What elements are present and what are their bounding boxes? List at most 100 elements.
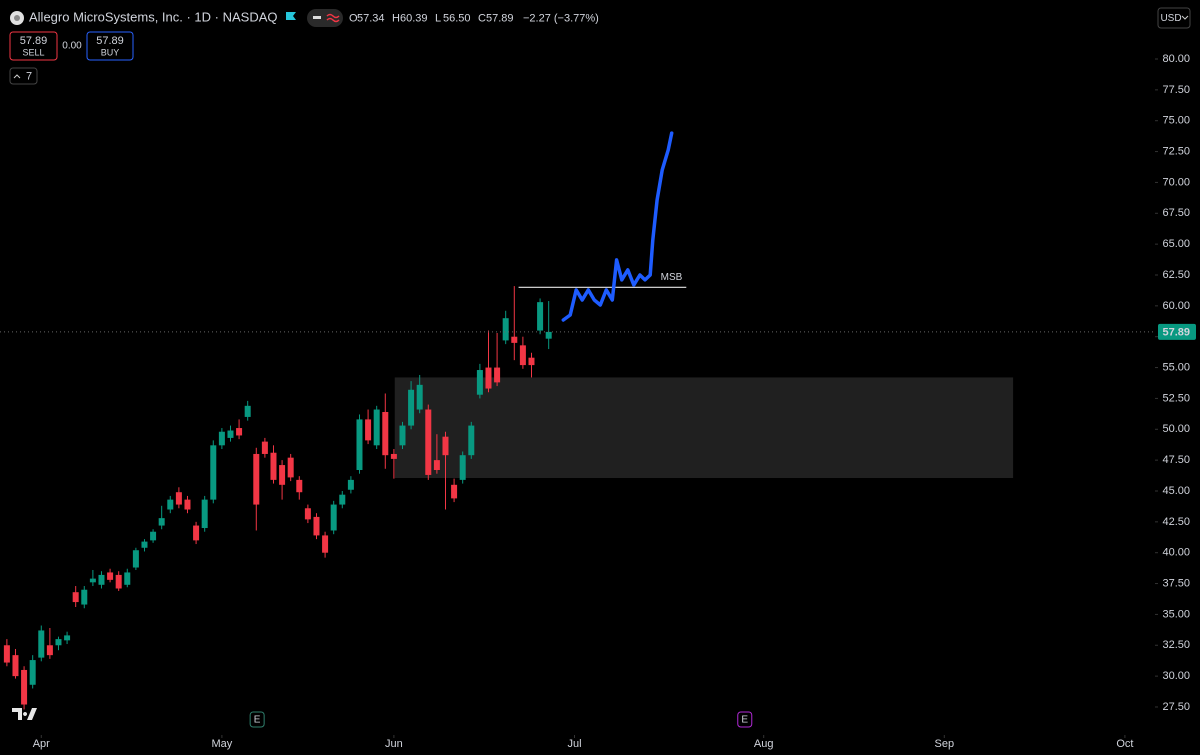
buy-price: 57.89: [96, 35, 124, 47]
candle-body: [150, 531, 157, 541]
ohlc-value: 60.39: [400, 12, 428, 24]
candle-body: [322, 535, 329, 553]
currency-dropdown[interactable]: [1157, 7, 1191, 29]
y-tick-label: 65.00: [1162, 238, 1190, 250]
ohlc-label: C: [478, 12, 486, 24]
y-tick-label: 77.50: [1162, 84, 1190, 96]
candle-body: [373, 409, 380, 446]
y-tick-label: 80.00: [1162, 53, 1190, 65]
candle-body: [416, 384, 423, 410]
candle-body: [184, 499, 191, 510]
candle-body: [304, 508, 311, 520]
candle-body: [21, 669, 28, 705]
y-tick-label: 67.50: [1162, 207, 1190, 219]
candle-body: [468, 425, 475, 456]
candle-body: [485, 367, 492, 389]
y-tick-label: 37.50: [1162, 577, 1190, 589]
candle-body: [502, 318, 509, 341]
candle-body: [29, 660, 36, 685]
last-price-label: 57.89: [1162, 326, 1190, 338]
candle-body: [3, 645, 10, 663]
y-tick-label: 30.00: [1162, 670, 1190, 682]
y-tick-label: 27.50: [1162, 701, 1190, 713]
candle-body: [459, 455, 466, 480]
symbol-title: Allegro MicroSystems, Inc. · 1D · NASDAQ: [29, 9, 278, 24]
candle-body: [442, 436, 449, 456]
y-tick-label: 42.50: [1162, 516, 1190, 528]
candle-body: [287, 457, 294, 478]
flag-icon: [286, 12, 296, 20]
tv-logo: [12, 708, 37, 720]
x-tick-label: May: [211, 738, 232, 750]
sell-button[interactable]: [9, 31, 58, 61]
pill[interactable]: [307, 9, 343, 27]
x-tick-label: Jul: [567, 738, 581, 750]
candle-body: [81, 589, 88, 605]
spread: 0.00: [62, 41, 82, 52]
y-tick-label: 50.00: [1162, 423, 1190, 435]
candle-body: [545, 331, 552, 339]
ohlc-label: L: [435, 12, 441, 24]
candle-body: [141, 541, 148, 548]
candle-body: [382, 411, 389, 456]
candle-body: [244, 405, 251, 417]
candle-body: [494, 367, 501, 383]
x-tick-label: Aug: [754, 738, 774, 750]
sell-price: 57.89: [20, 35, 48, 47]
dropdown-arrow: [1181, 15, 1189, 20]
candle-body: [261, 441, 268, 454]
candle-body: [365, 419, 372, 441]
projection-line: [561, 131, 674, 322]
chevron: [13, 74, 21, 79]
candle-body: [167, 499, 174, 510]
earnings-label: E: [254, 715, 261, 726]
indicators-toggle[interactable]: [9, 67, 38, 85]
candle-body: [339, 494, 346, 505]
earnings-marker: [737, 711, 753, 728]
earnings-label: E: [741, 715, 748, 726]
price-change: −2.27 (−3.77%): [523, 12, 599, 24]
y-tick-label: 60.00: [1162, 300, 1190, 312]
currency: USD: [1160, 13, 1181, 24]
ohlc-value: 57.89: [486, 12, 514, 24]
y-tick-label: 62.50: [1162, 269, 1190, 281]
candle-body: [55, 639, 62, 646]
logo-inner: [14, 15, 20, 21]
candle-body: [210, 445, 217, 500]
candle-body: [12, 655, 19, 677]
y-tick-label: 32.50: [1162, 639, 1190, 651]
candle-body: [175, 492, 182, 505]
candle-body: [408, 389, 415, 426]
candle-body: [64, 635, 71, 641]
candle-body: [347, 479, 354, 490]
candle-body: [72, 592, 79, 603]
candle-body: [89, 578, 96, 583]
y-tick-label: 72.50: [1162, 145, 1190, 157]
indicators-count: 7: [26, 70, 32, 82]
y-tick-label: 70.00: [1162, 176, 1190, 188]
candle-body: [451, 484, 458, 499]
y-tick-label: 55.00: [1162, 361, 1190, 373]
candle-body: [279, 465, 286, 485]
y-tick-label: 35.00: [1162, 608, 1190, 620]
candle-body: [236, 428, 243, 436]
minus-icon: [313, 16, 321, 19]
candle-body: [124, 572, 131, 585]
earnings-marker: [249, 711, 265, 728]
buy-button[interactable]: [86, 31, 134, 61]
candle-body: [46, 645, 53, 656]
candle-body: [511, 336, 518, 343]
candle-body: [115, 574, 122, 589]
wave-icon: [326, 13, 340, 23]
candle-body: [399, 425, 406, 446]
candle-body: [296, 479, 303, 493]
x-tick-label: Sep: [935, 738, 955, 750]
candle-body: [193, 525, 200, 541]
y-tick-label: 45.00: [1162, 485, 1190, 497]
x-tick-label: Oct: [1116, 738, 1133, 750]
y-tick-label: 40.00: [1162, 547, 1190, 559]
y-tick-label: 52.50: [1162, 392, 1190, 404]
ohlc-value: 56.50: [443, 12, 471, 24]
ohlc-label: H: [392, 12, 400, 24]
